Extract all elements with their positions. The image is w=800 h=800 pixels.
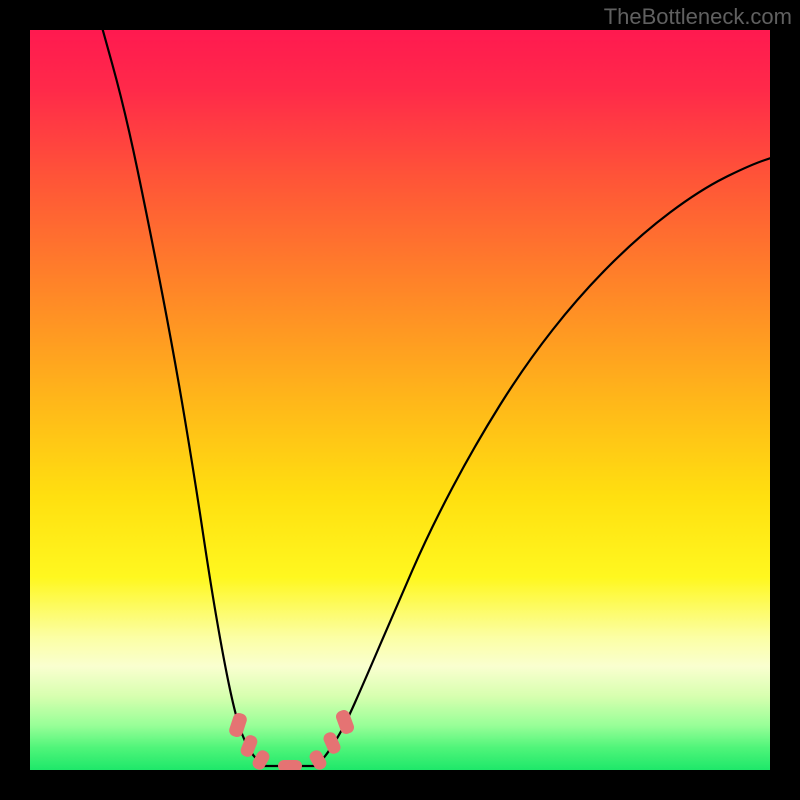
plot-area xyxy=(30,30,770,770)
curve-right-branch xyxy=(318,155,770,765)
watermark-text: TheBottleneck.com xyxy=(604,4,792,30)
curve-left-branch xyxy=(100,30,262,765)
bottleneck-curve-svg xyxy=(30,30,770,770)
marker xyxy=(278,760,302,770)
